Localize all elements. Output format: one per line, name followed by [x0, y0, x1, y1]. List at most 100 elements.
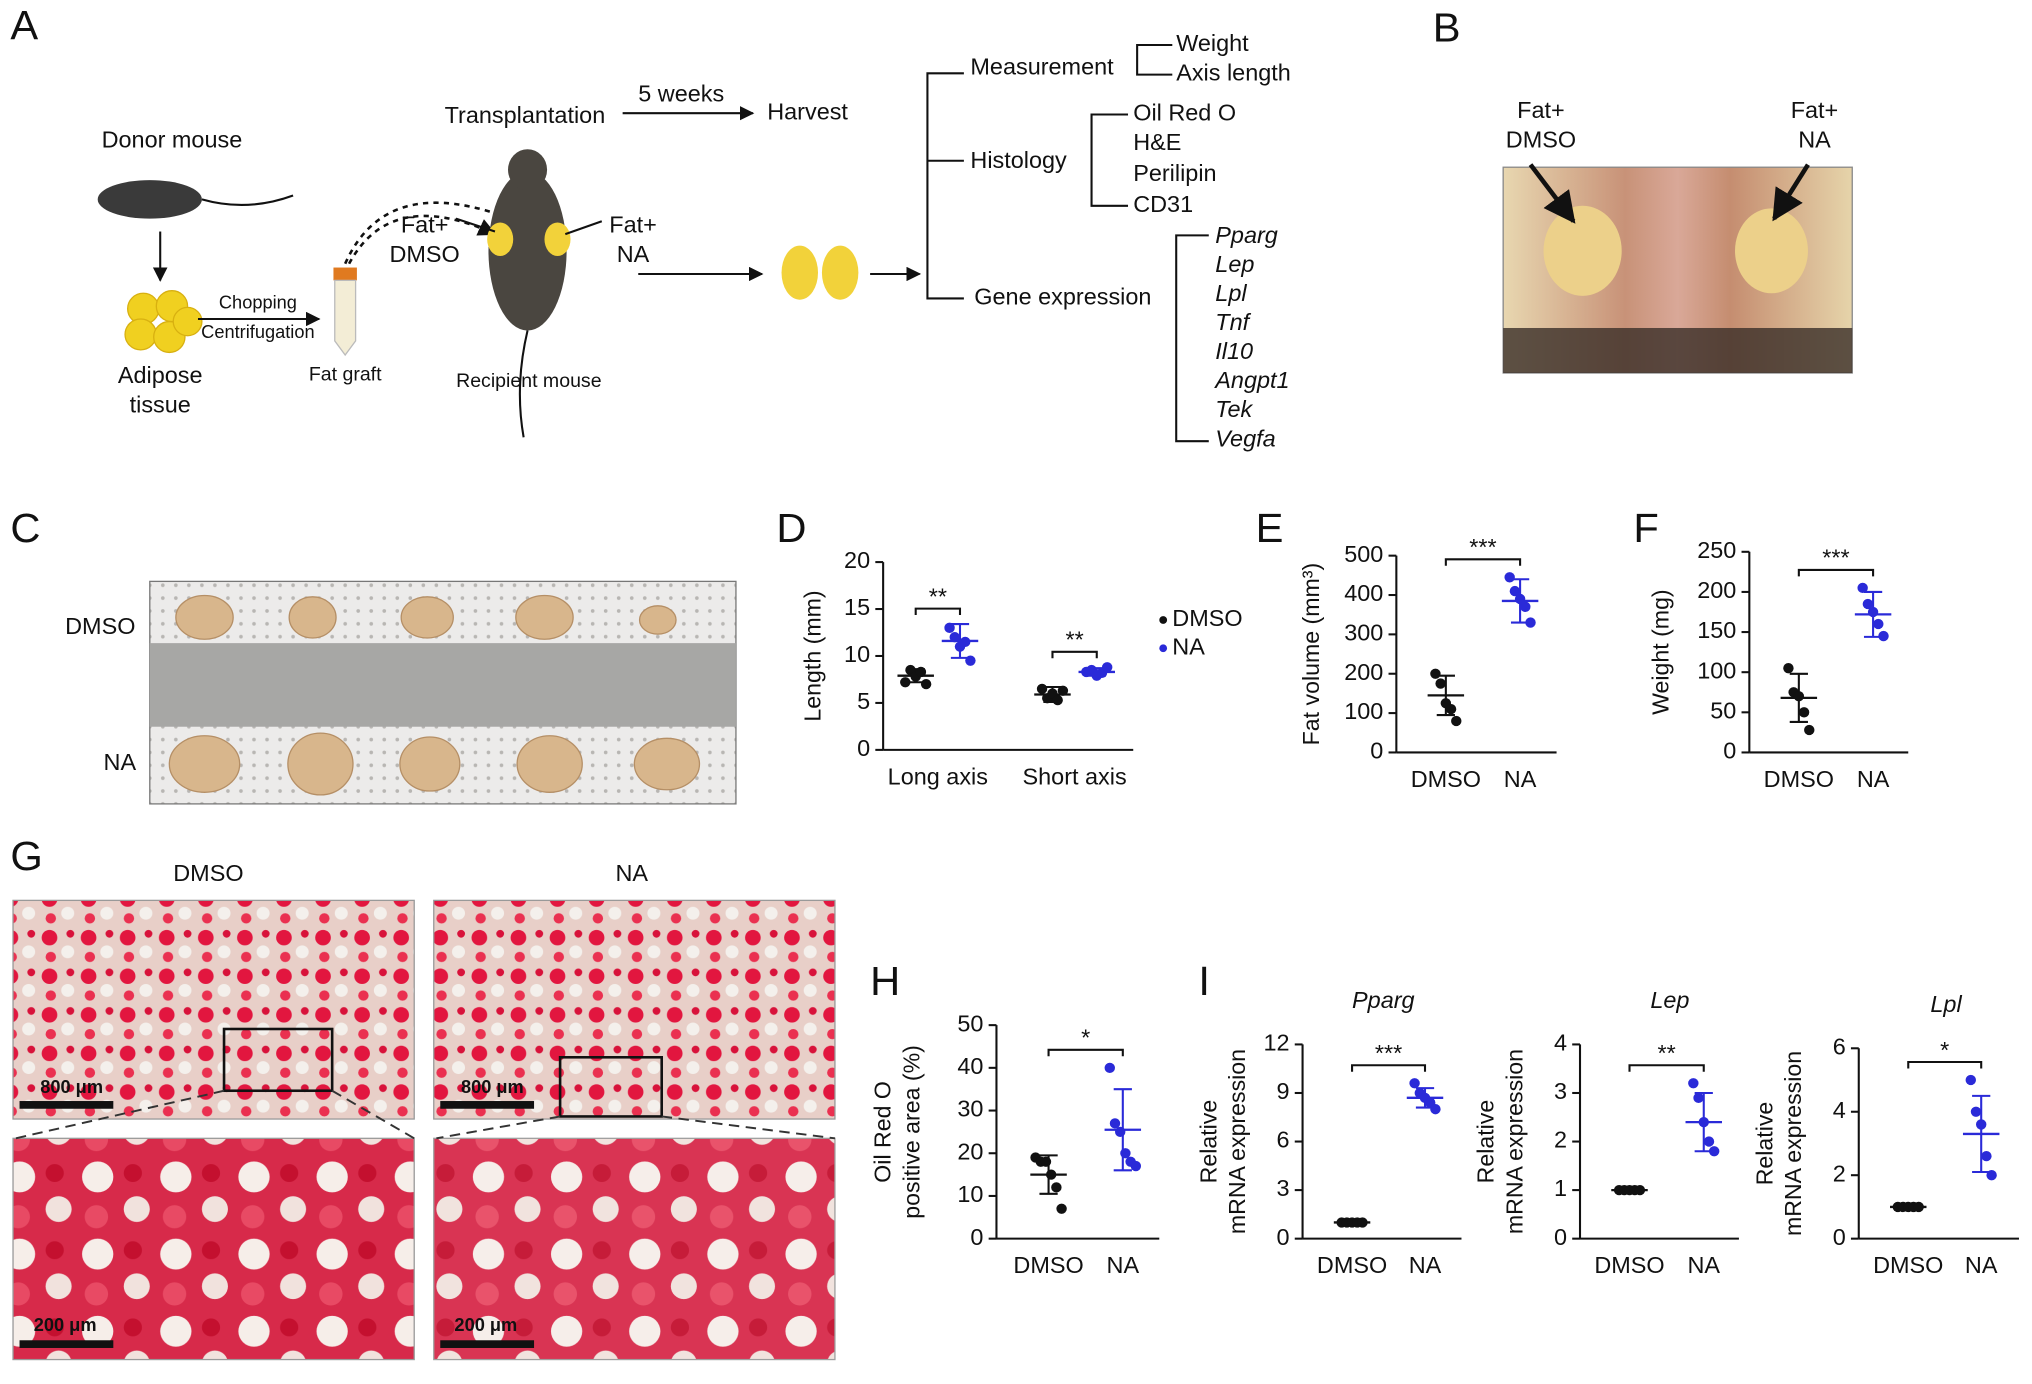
bracket: [1090, 113, 1129, 207]
data-point: [1703, 1136, 1715, 1147]
y-tick-label: 500: [1344, 541, 1383, 567]
scale-bar: [440, 1340, 535, 1348]
label: Measurement: [970, 53, 1114, 79]
panel-letter: H: [870, 958, 900, 1004]
y-axis-label: Weight (mg): [1647, 589, 1673, 715]
y-axis-label: Fat volume (mm³): [1298, 563, 1324, 746]
ruler: [149, 643, 736, 727]
significance-bracket: [1797, 568, 1875, 577]
y-tick-label: 12: [1263, 1030, 1289, 1056]
data-point: [1435, 678, 1446, 689]
label: NA: [104, 749, 137, 775]
y-tick-label: 50: [957, 1010, 983, 1036]
significance-label: ***: [1822, 545, 1849, 571]
data-point: [1509, 585, 1521, 597]
data-point: [1120, 1148, 1131, 1159]
label: DMSO: [173, 860, 243, 886]
y-tick-label: 0: [970, 1224, 983, 1250]
inset-lines: [15, 1089, 836, 1140]
data-point: [959, 636, 971, 648]
x-tick-label: NA: [1857, 766, 1890, 792]
significance-label: **: [1065, 627, 1083, 653]
y-tick-label: 2: [1833, 1160, 1846, 1186]
x-tick-label: DMSO: [1013, 1252, 1083, 1278]
significance-label: **: [929, 584, 947, 610]
data-point: [1698, 1116, 1709, 1128]
label: Transplantation: [445, 102, 606, 128]
y-tick-label: 10: [844, 641, 870, 667]
data-point: [1445, 704, 1457, 715]
y-tick-label: 2: [1554, 1127, 1567, 1153]
data-point: [900, 677, 911, 688]
label: Fat+: [609, 212, 657, 238]
chart: 0 1 2 3 4 Relative mRNA expression Lep DMSO NA **: [1473, 987, 1739, 1278]
data-point: [1052, 694, 1063, 706]
significance-bracket: [914, 607, 962, 616]
label: Oil Red O: [1133, 100, 1236, 126]
data-point: [1913, 1201, 1924, 1213]
y-tick-label: 50: [1710, 698, 1736, 724]
graft: [487, 222, 514, 256]
graft: [781, 245, 819, 300]
data-point: [1965, 1074, 1976, 1086]
y-tick-label: 400: [1344, 580, 1383, 606]
y-tick-label: 4: [1554, 1030, 1567, 1056]
tube: [334, 279, 357, 357]
data-point: [1040, 1156, 1052, 1167]
y-tick-label: 20: [957, 1138, 983, 1164]
arrow: [1772, 163, 1810, 222]
data-point: [1109, 1118, 1121, 1129]
chart: 0 100 200 300 400 500 Fat volume (mm³) DMSO NA **…: [1298, 534, 1557, 792]
mouse-icon: [488, 171, 567, 331]
y-tick-label: 20: [844, 547, 870, 573]
schematic: Donor mouse Adipose tissue Chopping Cent…: [97, 30, 1291, 451]
micrograph: [433, 899, 836, 1120]
chart: 0 5 10 15 20 Length (mm) Long axis Short axis **…: [799, 547, 1242, 789]
y-tick-label: 9: [1277, 1078, 1290, 1104]
data-point: [1708, 1146, 1720, 1157]
data-point: [1634, 1184, 1646, 1196]
x-tick-label: NA: [1409, 1252, 1442, 1278]
y-tick-label: 250: [1697, 537, 1736, 563]
y-axis-label: positive area (%): [898, 1045, 924, 1219]
y-tick-label: 0: [1370, 738, 1383, 764]
significance-bracket: [1628, 1064, 1705, 1072]
micrograph: [12, 899, 415, 1120]
data-point: [1056, 1203, 1067, 1214]
scale-label: 800 μm: [40, 1077, 103, 1097]
data-point: [1804, 724, 1815, 736]
x-tick-label: NA: [1107, 1252, 1140, 1278]
label: Fat+: [1791, 97, 1839, 123]
label: 5 weeks: [638, 80, 724, 106]
data-point: [1104, 1062, 1115, 1073]
label: NA: [1798, 127, 1831, 153]
y-tick-label: 1: [1554, 1175, 1567, 1201]
label: Harvest: [767, 98, 848, 124]
panel-letter: G: [10, 833, 42, 879]
photo-region: [1543, 205, 1622, 296]
x-tick-label: DMSO: [1594, 1252, 1664, 1278]
significance-label: *: [1081, 1025, 1090, 1051]
y-axis-label: Relative: [1195, 1100, 1221, 1184]
data-point: [965, 655, 976, 666]
panel-letter: F: [1633, 505, 1658, 551]
y-tick-label: 150: [1697, 617, 1736, 643]
data-point: [1862, 598, 1874, 610]
y-axis-label: Relative: [1473, 1100, 1499, 1184]
label: H&E: [1133, 129, 1181, 155]
chart-title: Lep: [1650, 987, 1689, 1013]
gene: Tnf: [1215, 309, 1251, 335]
data-point: [1430, 668, 1441, 679]
label: NA: [615, 860, 648, 886]
data-point: [1878, 630, 1889, 642]
data-point: [1051, 1182, 1062, 1193]
significance-label: ***: [1375, 1040, 1402, 1066]
gene-list: Pparg Lep Lpl Tnf Il10 Angpt1 Tek Vegfa: [1213, 222, 1289, 451]
x-tick-label: NA: [1504, 766, 1537, 792]
data-point: [1693, 1092, 1704, 1103]
label: Fat+: [401, 212, 449, 238]
y-tick-label: 100: [1697, 657, 1736, 683]
y-tick-label: 6: [1833, 1034, 1846, 1060]
label: Weight: [1176, 30, 1249, 56]
label: Donor mouse: [102, 127, 243, 153]
